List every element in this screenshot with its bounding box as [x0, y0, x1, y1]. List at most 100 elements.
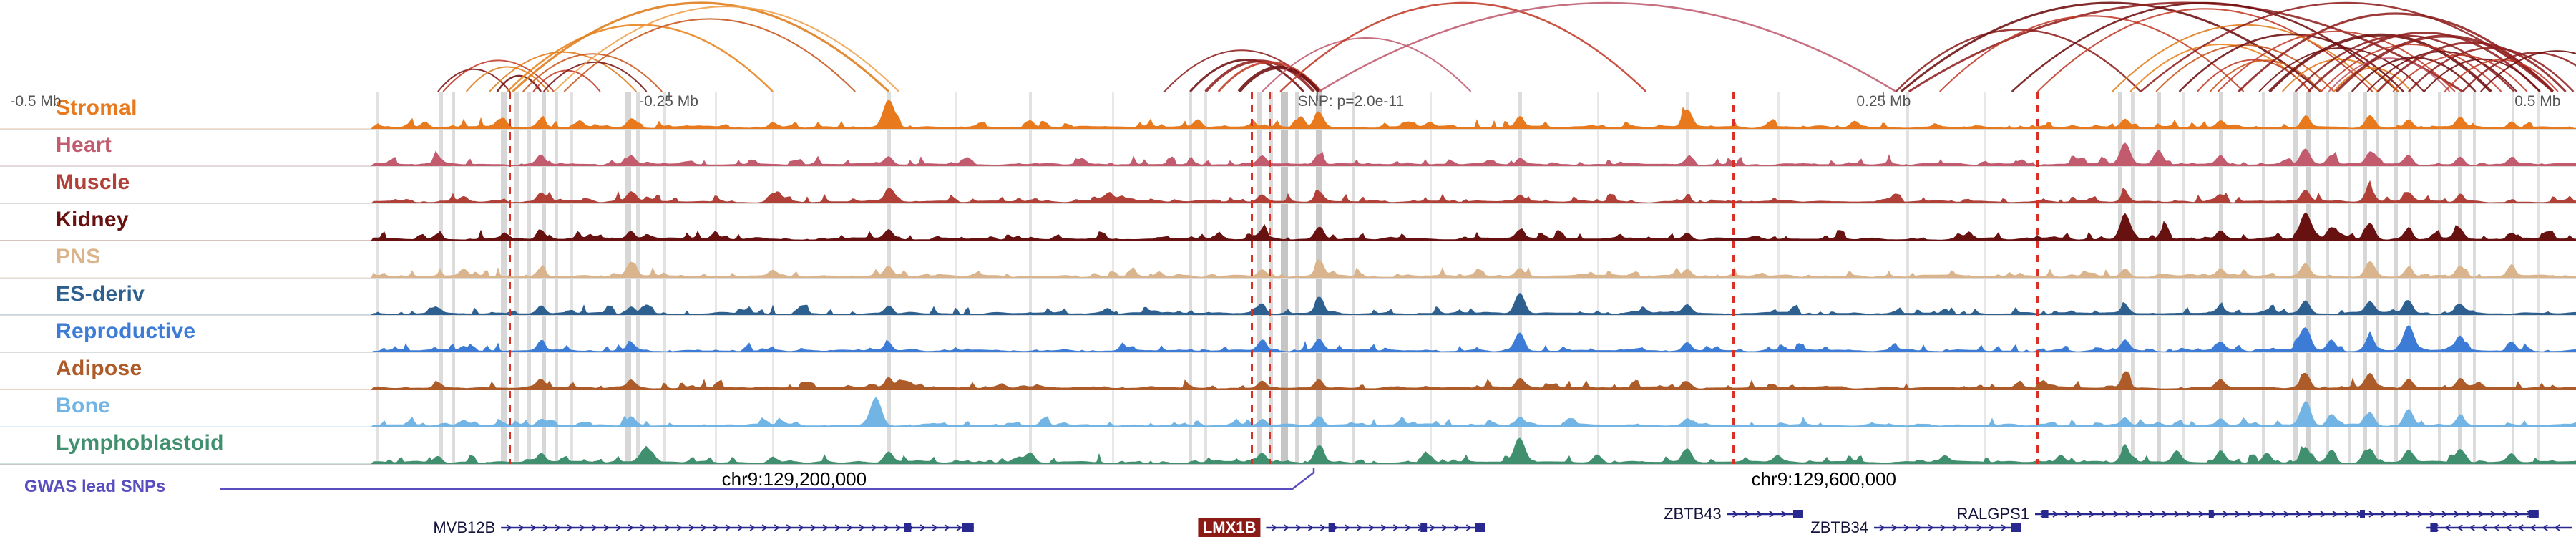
gene-strand-chevron [1441, 524, 1448, 531]
interaction-arc[interactable] [496, 74, 542, 92]
gene-strand-chevron [1891, 524, 1898, 531]
gene-strand-chevron [2332, 511, 2338, 518]
gene-exon-block [2208, 510, 2214, 518]
interaction-arc[interactable] [2307, 32, 2541, 92]
interaction-arc[interactable] [1908, 1, 2464, 92]
gene-strand-chevron [2113, 511, 2119, 518]
gwas-pointer-line [220, 468, 1315, 490]
interaction-arc[interactable] [2328, 57, 2451, 92]
gene-strand-chevron [2429, 511, 2436, 518]
track-label-adipose: Adipose [56, 357, 142, 380]
interaction-arc[interactable] [2294, 34, 2515, 92]
interaction-arc[interactable] [1895, 29, 2142, 92]
interaction-arc[interactable] [1262, 37, 1472, 92]
gene-strand-chevron [883, 524, 889, 531]
gene-strand-chevron [2441, 511, 2448, 518]
gene-lmx1b[interactable] [1266, 523, 1485, 532]
gene-strand-chevron [1465, 524, 1473, 531]
gene-strand-chevron [2405, 511, 2411, 518]
gene-strand-chevron [615, 524, 622, 531]
gene-exon-block [962, 523, 974, 532]
interaction-arc[interactable] [2335, 34, 2555, 92]
interaction-arc[interactable] [2444, 59, 2559, 92]
interaction-arc[interactable] [1939, 15, 2245, 92]
interaction-arc[interactable] [563, 18, 856, 92]
gene-strand-chevron [1368, 524, 1375, 531]
gene-strand-chevron [2502, 511, 2509, 518]
gene-strand-chevron [1952, 524, 1958, 531]
gene-strand-chevron [1392, 524, 1400, 531]
gene-zbtb34[interactable] [1874, 523, 2021, 532]
gene-strand-chevron [2125, 511, 2132, 518]
gene-a[interactable] [2426, 523, 2572, 532]
interaction-arc[interactable] [2423, 58, 2541, 92]
gene-strand-chevron [1319, 524, 1327, 531]
interaction-arc[interactable] [2268, 33, 2492, 92]
interaction-arc[interactable] [2210, 59, 2322, 92]
gene-strand-chevron [506, 524, 512, 531]
interaction-arc[interactable] [437, 68, 511, 92]
gene-strand-chevron [1356, 524, 1363, 531]
interaction-arc[interactable] [2320, 44, 2502, 92]
coordinate-label: chr9:129,200,000 [721, 468, 867, 490]
interaction-arc[interactable] [522, 53, 663, 92]
signal-es-deriv [0, 292, 2576, 316]
interaction-arc[interactable] [1900, 1, 2322, 92]
gene-strand-chevron [579, 524, 585, 531]
signal-reproductive [0, 325, 2576, 353]
gene-strand-chevron [2444, 524, 2451, 531]
gene-strand-chevron [2542, 524, 2548, 531]
gene-strand-chevron [1879, 524, 1885, 531]
gene-strand-chevron [567, 524, 573, 531]
gene-zbtb43[interactable] [1727, 510, 1803, 518]
interaction-arc[interactable] [2178, 33, 2404, 92]
interaction-arc[interactable] [1318, 1, 1897, 92]
track-row-es-deriv: ES-deriv [0, 278, 2576, 316]
interaction-arc[interactable] [1237, 66, 1321, 92]
interaction-arc[interactable] [2366, 51, 2517, 92]
interaction-arc[interactable] [512, 1, 890, 92]
interaction-arc[interactable] [2392, 54, 2528, 92]
gene-strand-chevron [2529, 524, 2536, 531]
interaction-arc[interactable] [442, 59, 555, 92]
interaction-arc[interactable] [2036, 8, 2373, 92]
interaction-arc[interactable] [2376, 42, 2567, 92]
interaction-arc[interactable] [2217, 30, 2456, 92]
gene-strand-chevron [2457, 524, 2463, 531]
interaction-arc[interactable] [1279, 1, 1647, 92]
gene-strand-chevron [834, 524, 841, 531]
gene-strand-chevron [640, 524, 646, 531]
interaction-arc[interactable] [2480, 50, 2576, 92]
gene-mvb12b[interactable] [501, 523, 974, 532]
gene-label-zbtb43[interactable]: ZBTB43 [1664, 505, 1722, 523]
gene-label-zbtb34[interactable]: ZBTB34 [1810, 518, 1868, 536]
track-row-reproductive: Reproductive [0, 315, 2576, 353]
interaction-arc[interactable] [2011, 1, 2399, 92]
gene-label-ralgps1[interactable]: RALGPS1 [1956, 505, 2030, 523]
interaction-arc[interactable] [2408, 47, 2575, 92]
interaction-arc[interactable] [2258, 47, 2425, 92]
track-label-reproductive: Reproductive [56, 319, 196, 343]
interaction-arcs-layer [437, 1, 2576, 92]
gene-strand-chevron [1903, 524, 1910, 531]
interaction-arc[interactable] [542, 61, 648, 92]
gene-strand-chevron [932, 524, 938, 531]
interaction-arc[interactable] [2281, 58, 2399, 92]
interaction-arc[interactable] [465, 66, 550, 92]
interaction-arc[interactable] [1204, 59, 1315, 92]
gene-strand-chevron [1453, 524, 1460, 531]
interaction-arc[interactable] [1189, 59, 1304, 92]
gene-strand-chevron [688, 524, 695, 531]
interaction-arc[interactable] [507, 24, 774, 92]
interaction-arc[interactable] [2462, 52, 2576, 92]
gene-strand-chevron [749, 524, 756, 531]
interaction-arc[interactable] [553, 6, 900, 92]
track-label-lymphoblastoid: Lymphoblastoid [56, 431, 224, 455]
interaction-arc[interactable] [489, 51, 637, 92]
gene-strand-chevron [725, 524, 731, 531]
gene-label-mvb12b[interactable]: MVB12B [433, 518, 496, 536]
gene-label-lmx1b[interactable]: LMX1B [1198, 518, 1261, 537]
gene-ralgps1[interactable] [2035, 510, 2539, 518]
gene-strand-chevron [2186, 511, 2192, 518]
